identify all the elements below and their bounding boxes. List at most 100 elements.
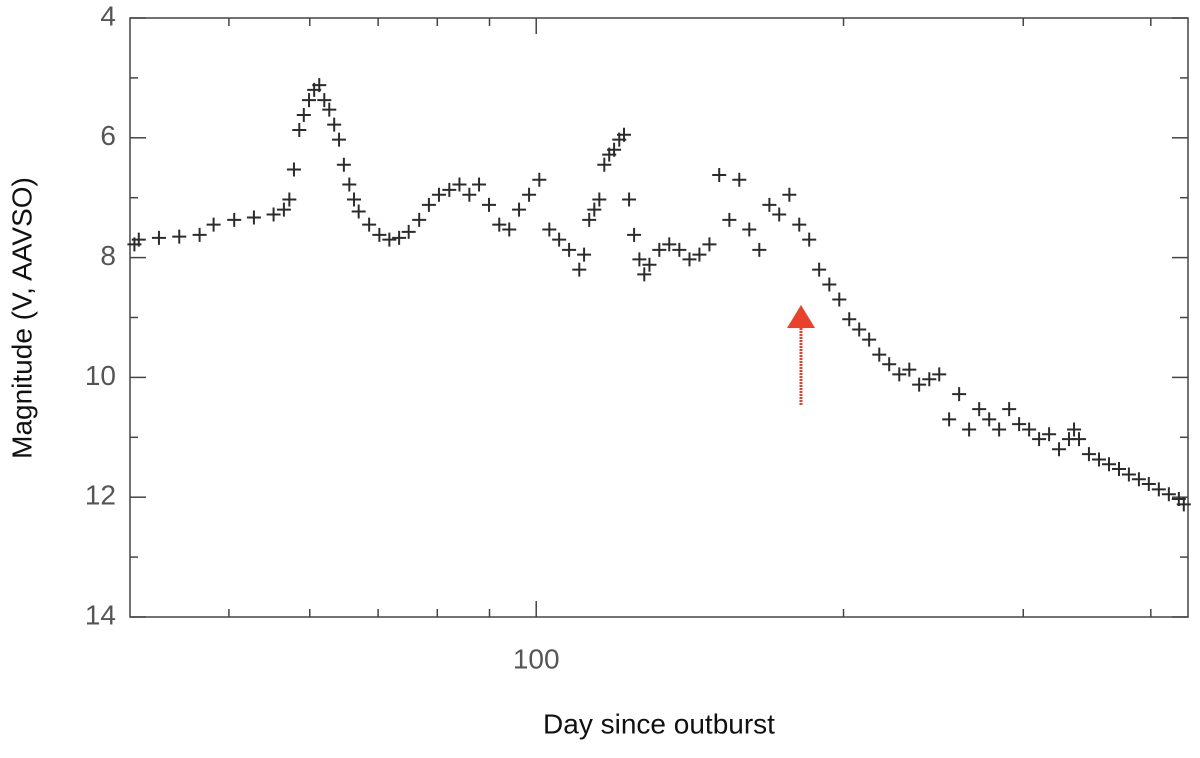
data-point bbox=[702, 237, 717, 252]
data-point bbox=[542, 222, 557, 237]
data-point bbox=[842, 312, 857, 327]
data-point bbox=[442, 182, 457, 197]
data-point bbox=[552, 232, 567, 247]
data-point bbox=[592, 192, 607, 207]
data-point bbox=[342, 177, 357, 192]
data-point bbox=[962, 422, 977, 437]
data-point bbox=[266, 207, 281, 222]
data-point bbox=[642, 257, 657, 272]
data-point bbox=[452, 177, 467, 192]
data-point bbox=[942, 412, 957, 427]
data-point bbox=[692, 247, 707, 262]
data-point bbox=[1042, 427, 1057, 442]
data-point bbox=[131, 232, 146, 247]
data-point bbox=[712, 167, 727, 182]
y-tick-label: 4 bbox=[100, 0, 116, 31]
data-point bbox=[347, 192, 362, 207]
data-point bbox=[632, 252, 647, 267]
data-point bbox=[227, 212, 242, 227]
data-point bbox=[1176, 497, 1191, 512]
data-point bbox=[912, 377, 927, 392]
data-point bbox=[1141, 477, 1156, 492]
y-tick-label: 10 bbox=[85, 360, 116, 391]
y-tick-label: 6 bbox=[100, 120, 116, 151]
data-point bbox=[327, 117, 342, 132]
data-point bbox=[562, 242, 577, 257]
data-point bbox=[472, 177, 487, 192]
data-point bbox=[617, 127, 632, 142]
data-point bbox=[1072, 432, 1087, 447]
data-point bbox=[622, 192, 637, 207]
data-point bbox=[482, 197, 497, 212]
data-point bbox=[852, 322, 867, 337]
data-point bbox=[637, 267, 652, 282]
data-point bbox=[1002, 402, 1017, 417]
data-point bbox=[336, 157, 351, 172]
data-point bbox=[401, 224, 416, 239]
data-point bbox=[922, 372, 937, 387]
data-point bbox=[652, 242, 667, 257]
data-point bbox=[322, 102, 337, 117]
data-point bbox=[502, 222, 517, 237]
data-point bbox=[296, 108, 311, 123]
y-axis-label: Magnitude (V, AAVSO) bbox=[6, 177, 37, 459]
data-point bbox=[822, 277, 837, 292]
data-point bbox=[206, 217, 221, 232]
data-point bbox=[582, 212, 597, 227]
data-point bbox=[246, 210, 261, 225]
data-point bbox=[812, 262, 827, 277]
data-point bbox=[312, 78, 327, 93]
data-point bbox=[1092, 452, 1107, 467]
data-point bbox=[952, 387, 967, 402]
data-point bbox=[1131, 472, 1146, 487]
data-point bbox=[172, 229, 187, 244]
data-point bbox=[607, 142, 622, 157]
data-point bbox=[382, 232, 397, 247]
data-point bbox=[832, 292, 847, 307]
data-point bbox=[532, 172, 547, 187]
data-point bbox=[792, 217, 807, 232]
data-point bbox=[972, 402, 987, 417]
data-point bbox=[872, 347, 887, 362]
data-point bbox=[722, 212, 737, 227]
y-tick-label: 12 bbox=[85, 480, 116, 511]
data-point bbox=[742, 222, 757, 237]
data-point bbox=[332, 132, 347, 147]
plot-frame bbox=[129, 17, 1189, 618]
data-point bbox=[317, 93, 332, 108]
data-point bbox=[1161, 487, 1176, 502]
data-point bbox=[802, 232, 817, 247]
data-point bbox=[282, 192, 297, 207]
data-point bbox=[672, 242, 687, 257]
data-point bbox=[982, 412, 997, 427]
data-point bbox=[892, 367, 907, 382]
x-axis-label: Day since outburst bbox=[543, 708, 775, 739]
annotation-arrow bbox=[787, 305, 815, 405]
data-point bbox=[421, 197, 436, 212]
data-point bbox=[431, 187, 446, 202]
data-point bbox=[577, 247, 592, 262]
data-point bbox=[882, 357, 897, 372]
data-point bbox=[1081, 447, 1096, 462]
data-point bbox=[932, 367, 947, 382]
data-point bbox=[392, 230, 407, 245]
data-point bbox=[1052, 442, 1067, 457]
data-point bbox=[1022, 422, 1037, 437]
data-point bbox=[1032, 432, 1047, 447]
data-point bbox=[276, 202, 291, 217]
data-point bbox=[627, 227, 642, 242]
data-point bbox=[1151, 482, 1166, 497]
data-point bbox=[772, 207, 787, 222]
data-point bbox=[292, 123, 307, 138]
data-point bbox=[1067, 422, 1082, 437]
data-point bbox=[682, 252, 697, 267]
data-point bbox=[351, 204, 366, 219]
data-point bbox=[512, 202, 527, 217]
data-point bbox=[412, 212, 427, 227]
data-point bbox=[151, 230, 166, 245]
data-point bbox=[522, 187, 537, 202]
data-point bbox=[597, 157, 612, 172]
data-point bbox=[782, 187, 797, 202]
data-point bbox=[192, 227, 207, 242]
